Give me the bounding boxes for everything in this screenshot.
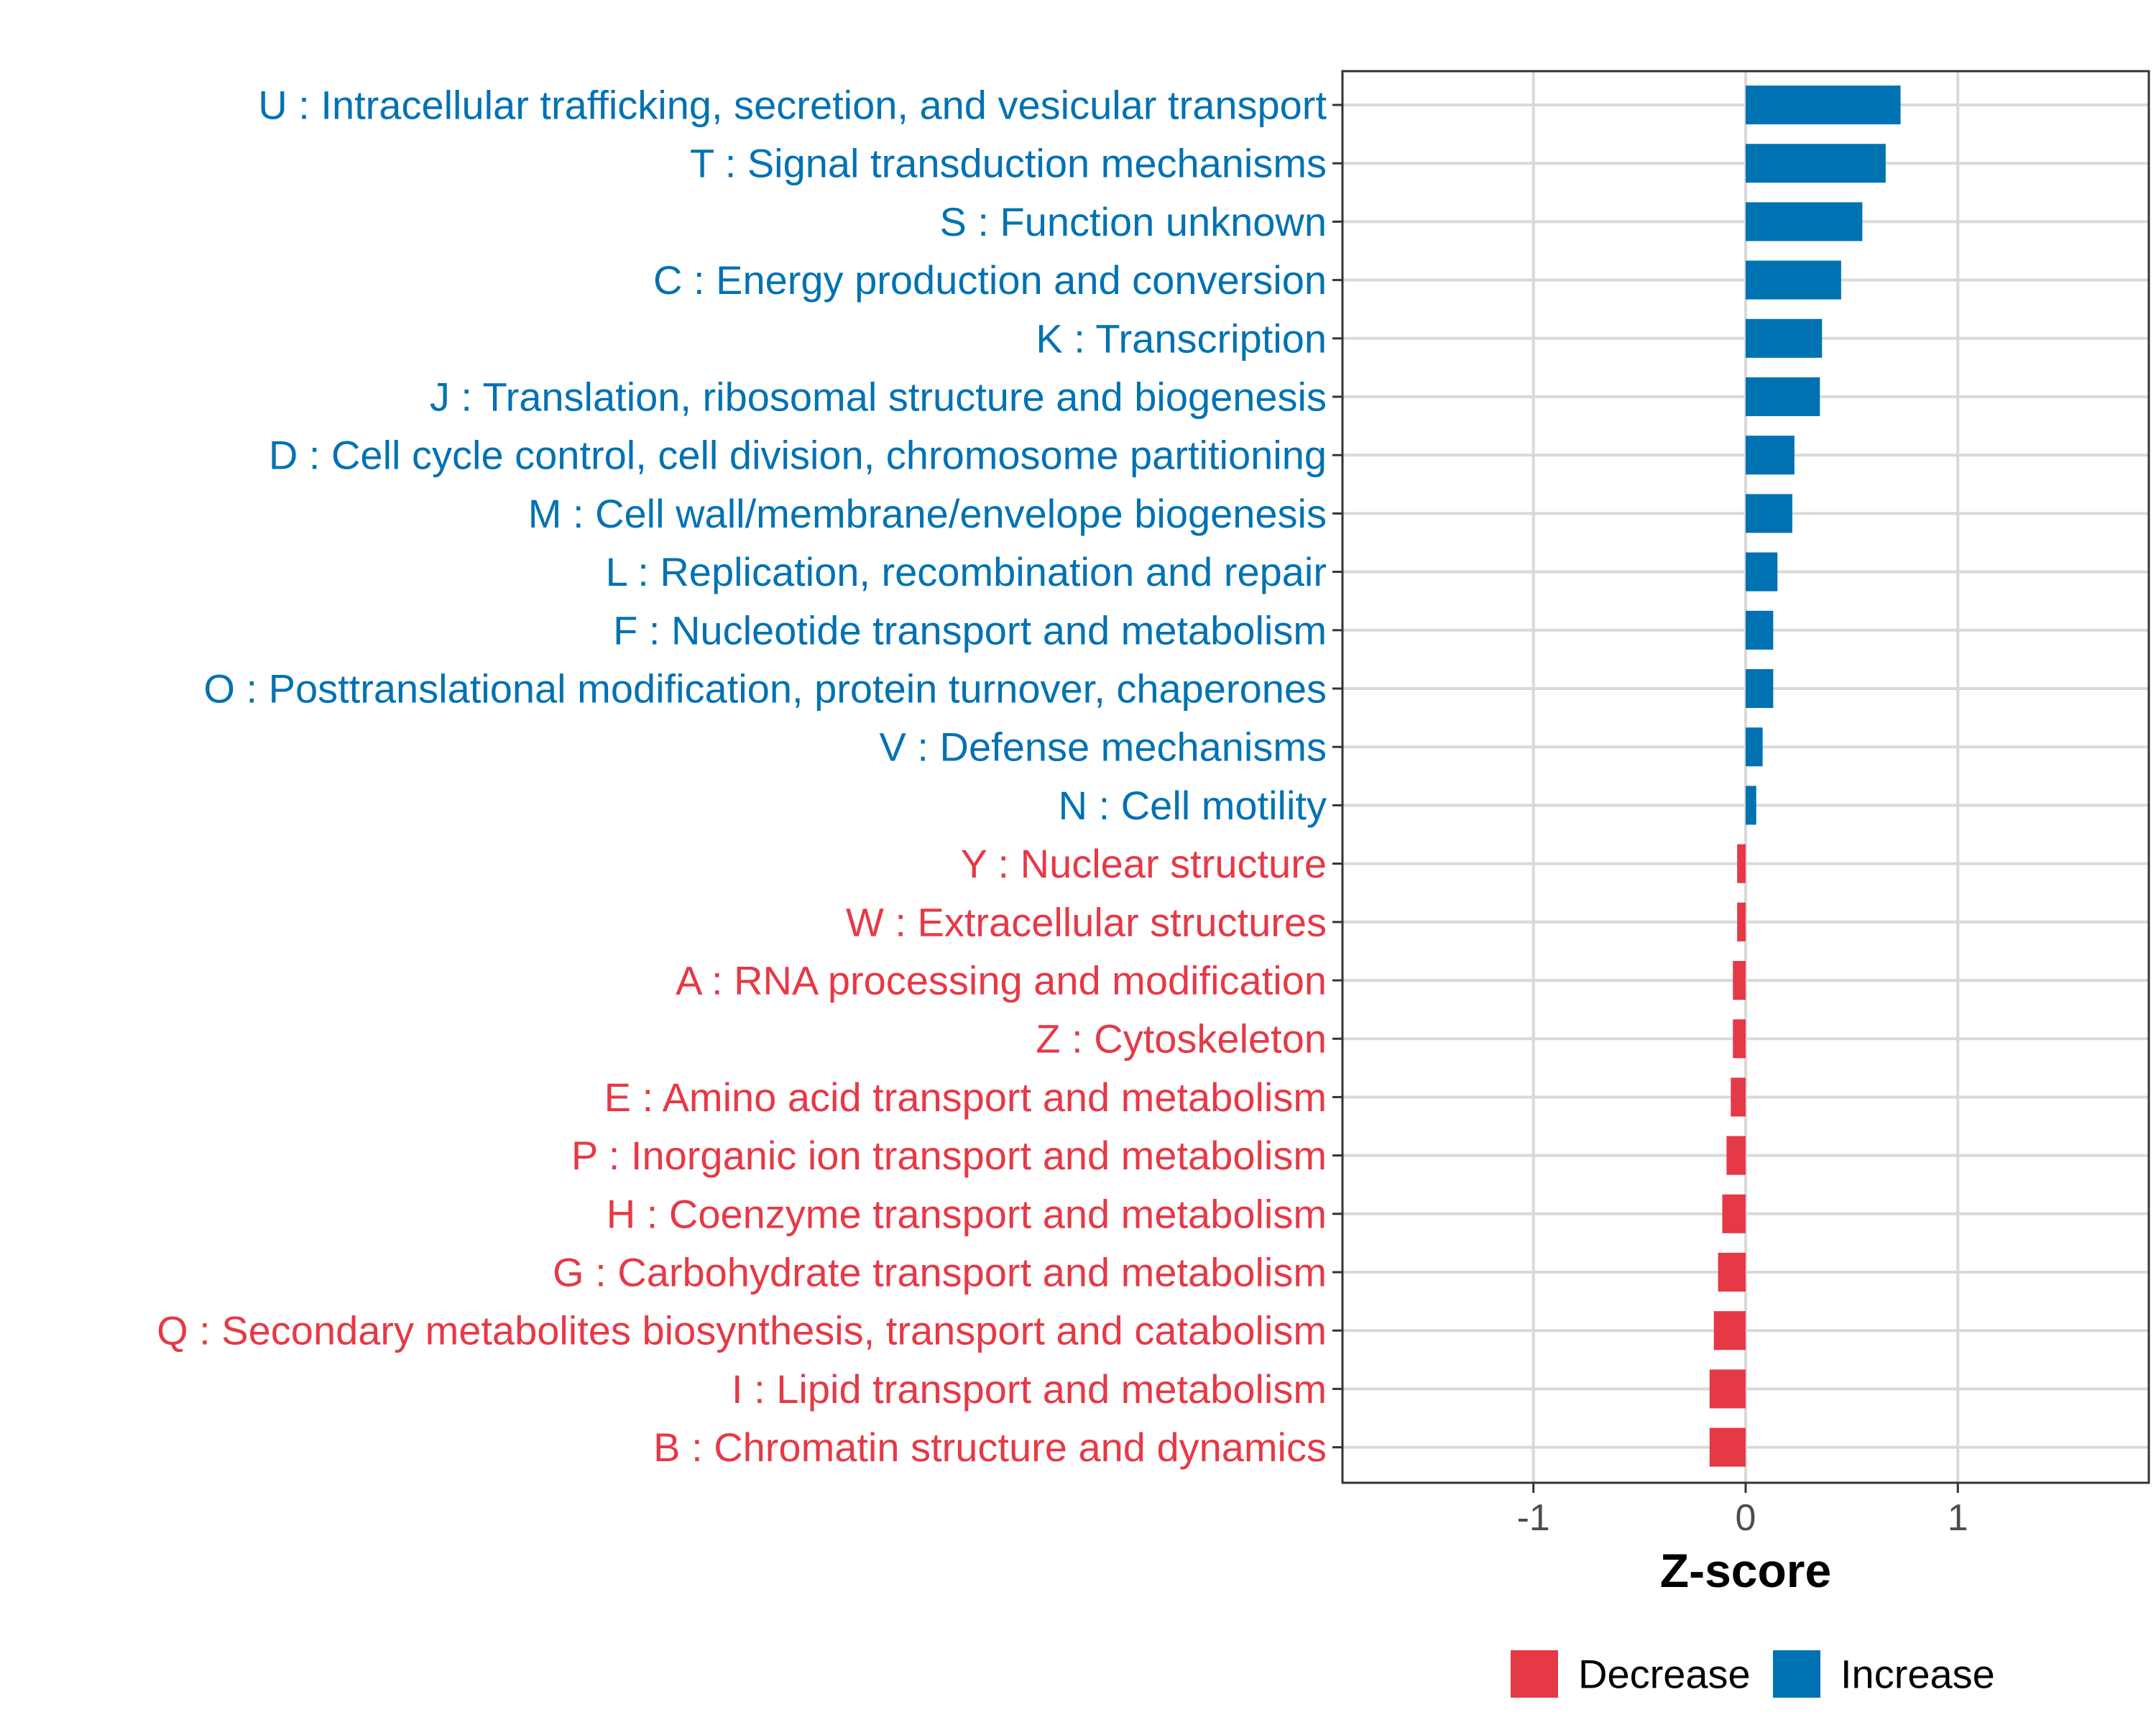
category-label: I : Lipid transport and metabolism — [732, 1366, 1327, 1412]
category-label: Y : Nuclear structure — [961, 841, 1327, 886]
category-label: C : Energy production and conversion — [653, 257, 1327, 303]
bar — [1746, 436, 1795, 475]
bar — [1737, 844, 1746, 883]
x-tick-label: -1 — [1517, 1497, 1550, 1539]
category-label: V : Defense mechanisms — [880, 724, 1327, 770]
category-label: E : Amino acid transport and metabolism — [604, 1075, 1327, 1120]
bar — [1746, 786, 1756, 825]
category-label: M : Cell wall/membrane/envelope biogenes… — [528, 491, 1327, 536]
bar — [1709, 1369, 1746, 1409]
category-label: D : Cell cycle control, cell division, c… — [269, 433, 1327, 478]
bar — [1718, 1253, 1746, 1292]
legend-key-decrease — [1511, 1650, 1558, 1698]
bar — [1746, 727, 1763, 767]
bar — [1746, 318, 1823, 358]
x-tick-label: 1 — [1948, 1497, 1968, 1539]
bar — [1746, 86, 1901, 124]
y-axis-ticks — [1332, 104, 1342, 1449]
bar — [1746, 669, 1774, 708]
category-label: K : Transcription — [1036, 316, 1327, 361]
category-label: O : Posttranslational modification, prot… — [203, 666, 1327, 712]
bar — [1726, 1136, 1746, 1175]
bar — [1746, 144, 1886, 183]
bar — [1746, 552, 1778, 592]
category-labels: U : Intracellular trafficking, secretion… — [157, 83, 1327, 1471]
bar — [1733, 1019, 1746, 1059]
category-label: Z : Cytoskeleton — [1036, 1016, 1327, 1062]
category-label: A : RNA processing and modification — [676, 958, 1327, 1003]
x-axis-title: Z-score — [1660, 1544, 1831, 1597]
category-label: U : Intracellular trafficking, secretion… — [258, 83, 1327, 128]
category-label: G : Carbohydrate transport and metabolis… — [553, 1250, 1327, 1295]
category-label: J : Translation, ribosomal structure and… — [430, 374, 1327, 420]
category-label: Q : Secondary metabolites biosynthesis, … — [157, 1308, 1327, 1353]
bar — [1731, 1077, 1746, 1117]
x-tick-label: 0 — [1736, 1497, 1756, 1539]
bar — [1746, 260, 1841, 300]
category-label: T : Signal transduction mechanisms — [690, 141, 1327, 186]
category-label: F : Nucleotide transport and metabolism — [613, 607, 1327, 653]
bar — [1709, 1427, 1746, 1467]
category-label: P : Inorganic ion transport and metaboli… — [571, 1133, 1327, 1178]
bar — [1737, 902, 1746, 942]
legend-label-increase: Increase — [1841, 1652, 1995, 1697]
category-label: B : Chromatin structure and dynamics — [653, 1425, 1327, 1470]
legend-key-increase — [1773, 1650, 1820, 1698]
category-label: H : Coenzyme transport and metabolism — [607, 1191, 1327, 1236]
bar — [1746, 494, 1792, 533]
bar — [1713, 1311, 1746, 1351]
x-axis-ticks: -1 0 1 — [1517, 1483, 1968, 1539]
legend: Decrease Increase — [1511, 1650, 1995, 1698]
category-label: S : Function unknown — [939, 199, 1327, 244]
bars — [1709, 86, 1901, 1467]
legend-label-decrease: Decrease — [1578, 1652, 1751, 1697]
category-label: L : Replication, recombination and repai… — [606, 549, 1327, 594]
bar — [1722, 1194, 1746, 1233]
bar — [1746, 377, 1820, 416]
bar — [1733, 961, 1746, 1000]
bar — [1746, 610, 1774, 650]
bar — [1746, 202, 1863, 242]
category-label: W : Extracellular structures — [846, 899, 1327, 944]
category-label: N : Cell motility — [1059, 783, 1327, 828]
